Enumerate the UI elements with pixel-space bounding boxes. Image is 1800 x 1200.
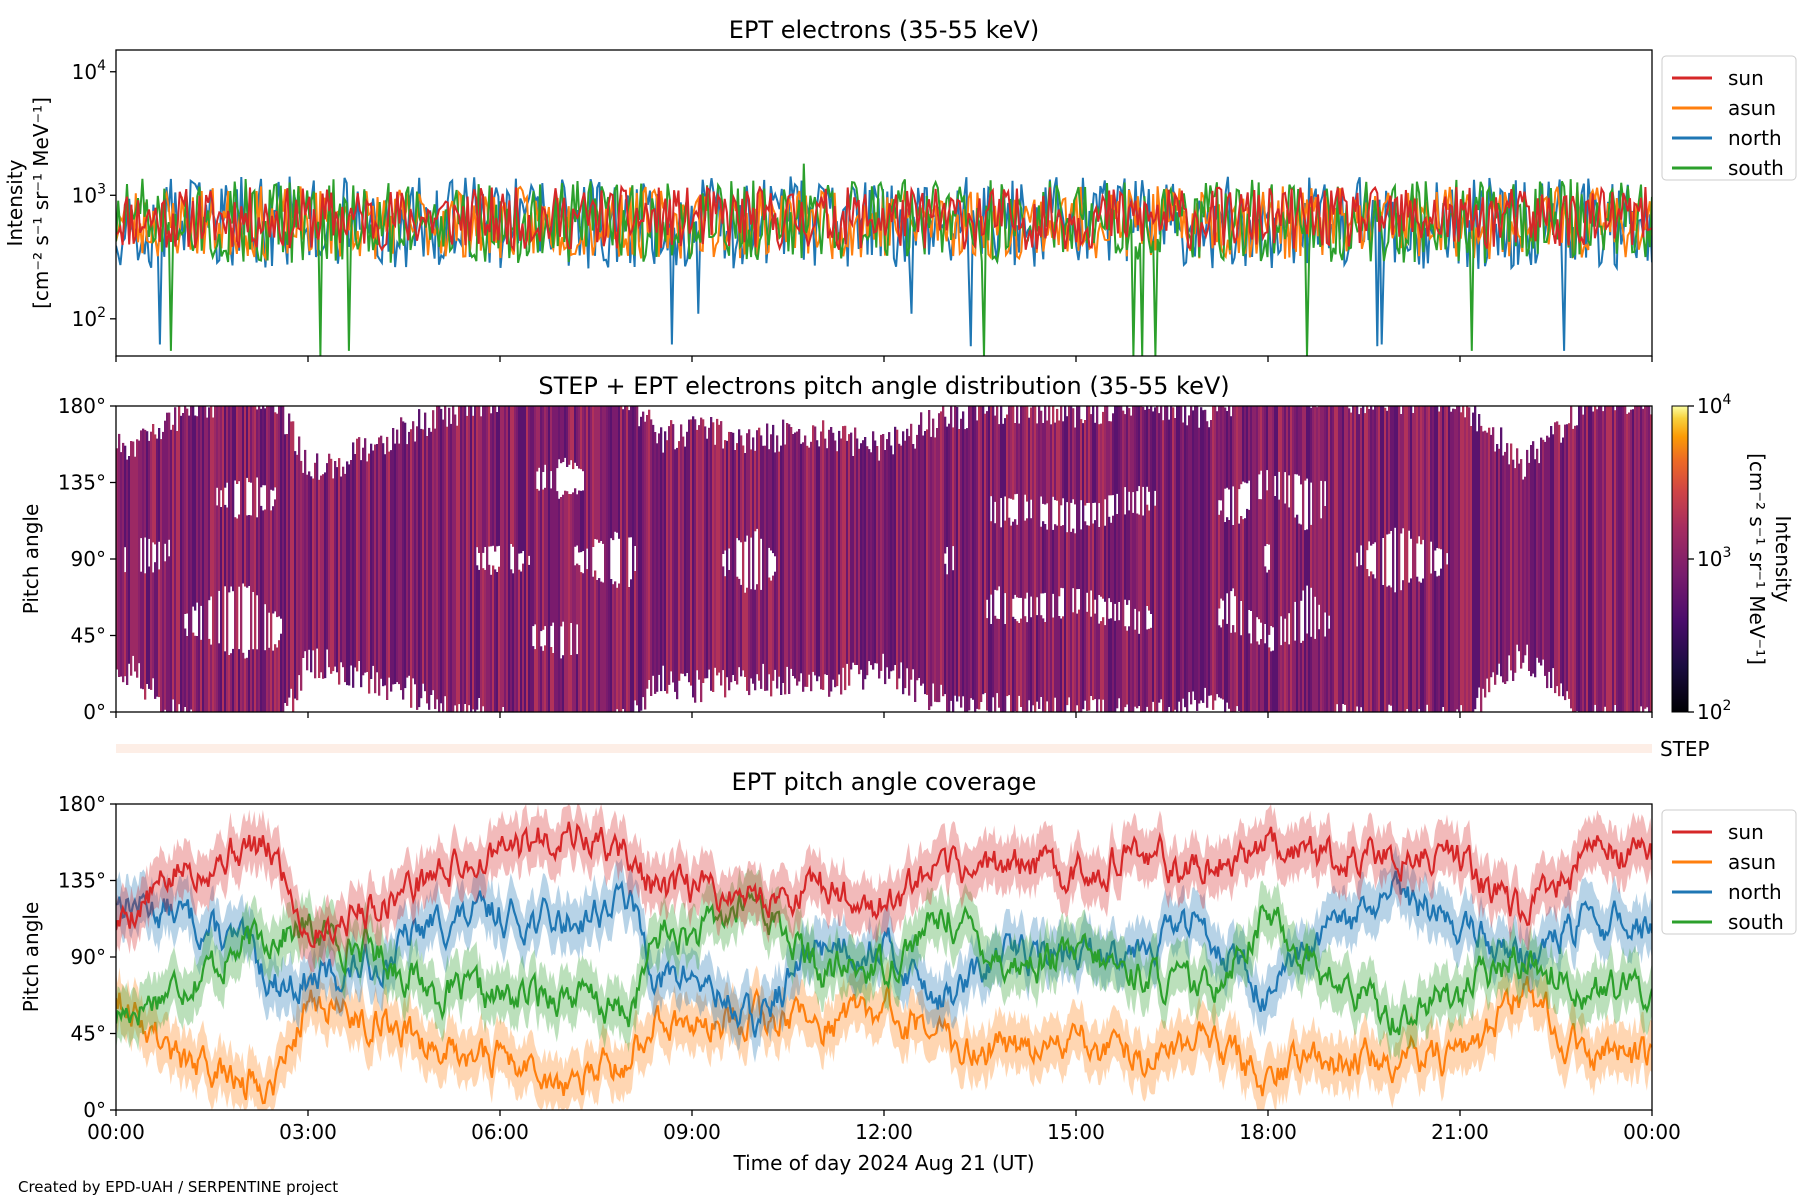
pad-heatmap-cells bbox=[116, 406, 1652, 712]
coverage-line-south bbox=[116, 889, 1652, 1036]
coverage-ytick-label: 90° bbox=[71, 945, 106, 969]
intensity-legend-label-asun: asun bbox=[1728, 96, 1776, 120]
intensity-x-ticks bbox=[115, 356, 1653, 362]
coverage-legend-label-asun: asun bbox=[1728, 850, 1776, 874]
pad-x-ticks bbox=[115, 712, 1653, 718]
coverage-ytick-label: 180° bbox=[58, 792, 106, 816]
intensity-ytick-label: 103 bbox=[72, 181, 106, 207]
intensity-ylabel-line1: Intensity bbox=[3, 159, 27, 246]
coverage-legend-label-south: south bbox=[1728, 910, 1784, 934]
coverage-ytick-label: 0° bbox=[83, 1098, 106, 1122]
intensity-ytick-label: 104 bbox=[72, 58, 106, 84]
coverage-title: EPT pitch angle coverage bbox=[732, 768, 1037, 796]
colorbar bbox=[1671, 405, 1689, 713]
coverage-xtick-label: 00:00 bbox=[87, 1120, 145, 1144]
intensity-ylabel-line2: [cm⁻² s⁻¹ sr⁻¹ MeV⁻¹] bbox=[29, 97, 53, 309]
pad-title: STEP + EPT electrons pitch angle distrib… bbox=[538, 372, 1229, 400]
intensity-y-ticks: 102 103 104 bbox=[72, 58, 116, 331]
intensity-legend: sun asun north south bbox=[1661, 55, 1797, 181]
coverage-legend-box bbox=[1661, 809, 1797, 935]
coverage-xtick-label: 21:00 bbox=[1431, 1120, 1489, 1144]
coverage-xtick-label: 06:00 bbox=[471, 1120, 529, 1144]
intensity-panel: EPT electrons (35-55 keV) 102 103 104 Inte… bbox=[3, 16, 1797, 362]
coverage-xtick-label: 00:00 bbox=[1623, 1120, 1681, 1144]
pad-ytick-label: 45° bbox=[71, 624, 106, 648]
colorbar-ticks: 102 103 104 bbox=[1688, 392, 1731, 724]
coverage-xtick-label: 15:00 bbox=[1047, 1120, 1105, 1144]
intensity-legend-label-sun: sun bbox=[1728, 66, 1764, 90]
coverage-xtick-label: 12:00 bbox=[855, 1120, 913, 1144]
coverage-ytick-label: 45° bbox=[71, 1022, 106, 1046]
pad-y-ticks: 0° 45° 90° 135° 180° bbox=[58, 394, 116, 724]
coverage-ytick-label: 135° bbox=[58, 869, 106, 893]
coverage-line-sun bbox=[116, 821, 1652, 948]
colorbar-tick-label: 102 bbox=[1697, 698, 1731, 724]
step-strip bbox=[116, 744, 1652, 753]
intensity-line-sun bbox=[116, 184, 1652, 253]
x-axis-label: Time of day 2024 Aug 21 (UT) bbox=[732, 1151, 1034, 1175]
coverage-panel: EPT pitch angle coverage 0° 45° 90° 135° 180… bbox=[19, 768, 1797, 1175]
coverage-legend: sun asun north south bbox=[1661, 809, 1797, 935]
intensity-title: EPT electrons (35-55 keV) bbox=[729, 16, 1039, 44]
pad-ytick-label: 90° bbox=[71, 547, 106, 571]
intensity-series-layer bbox=[116, 163, 1652, 356]
pad-panel: STEP + EPT electrons pitch angle distrib… bbox=[19, 372, 1795, 761]
coverage-xtick-label: 09:00 bbox=[663, 1120, 721, 1144]
coverage-line-north bbox=[116, 870, 1652, 1038]
colorbar-tick-label: 103 bbox=[1697, 545, 1731, 571]
coverage-xtick-label: 18:00 bbox=[1239, 1120, 1297, 1144]
pad-ytick-label: 180° bbox=[58, 394, 106, 418]
intensity-legend-label-south: south bbox=[1728, 156, 1784, 180]
coverage-series-layer bbox=[116, 804, 1652, 1110]
colorbar-label-line2: [cm⁻² s⁻¹ sr⁻¹ MeV⁻¹] bbox=[1745, 453, 1769, 665]
coverage-band-north bbox=[116, 845, 1652, 1063]
pad-ytick-label: 0° bbox=[83, 700, 106, 724]
colorbar-label-line1: Intensity bbox=[1771, 515, 1795, 602]
intensity-legend-box bbox=[1661, 55, 1797, 181]
coverage-legend-label-north: north bbox=[1728, 880, 1782, 904]
coverage-y-ticks: 0° 45° 90° 135° 180° bbox=[58, 792, 116, 1122]
coverage-line-asun bbox=[116, 975, 1652, 1105]
coverage-legend-label-sun: sun bbox=[1728, 820, 1764, 844]
pad-ytick-label: 135° bbox=[58, 471, 106, 495]
coverage-xtick-label: 03:00 bbox=[279, 1120, 337, 1144]
intensity-legend-label-north: north bbox=[1728, 126, 1782, 150]
pad-heatmap-layer bbox=[116, 406, 1652, 712]
colorbar-tick-label: 104 bbox=[1697, 392, 1731, 418]
pad-ylabel: Pitch angle bbox=[19, 504, 43, 615]
intensity-ytick-label: 102 bbox=[72, 305, 106, 331]
footer-credit: Created by EPD-UAH / SERPENTINE project bbox=[18, 1178, 338, 1196]
coverage-ylabel: Pitch angle bbox=[19, 902, 43, 1013]
coverage-x-ticks: 00:00 03:00 06:00 09:00 12:00 15:00 18:00 21:00… bbox=[87, 1110, 1681, 1144]
step-label: STEP bbox=[1660, 737, 1710, 761]
